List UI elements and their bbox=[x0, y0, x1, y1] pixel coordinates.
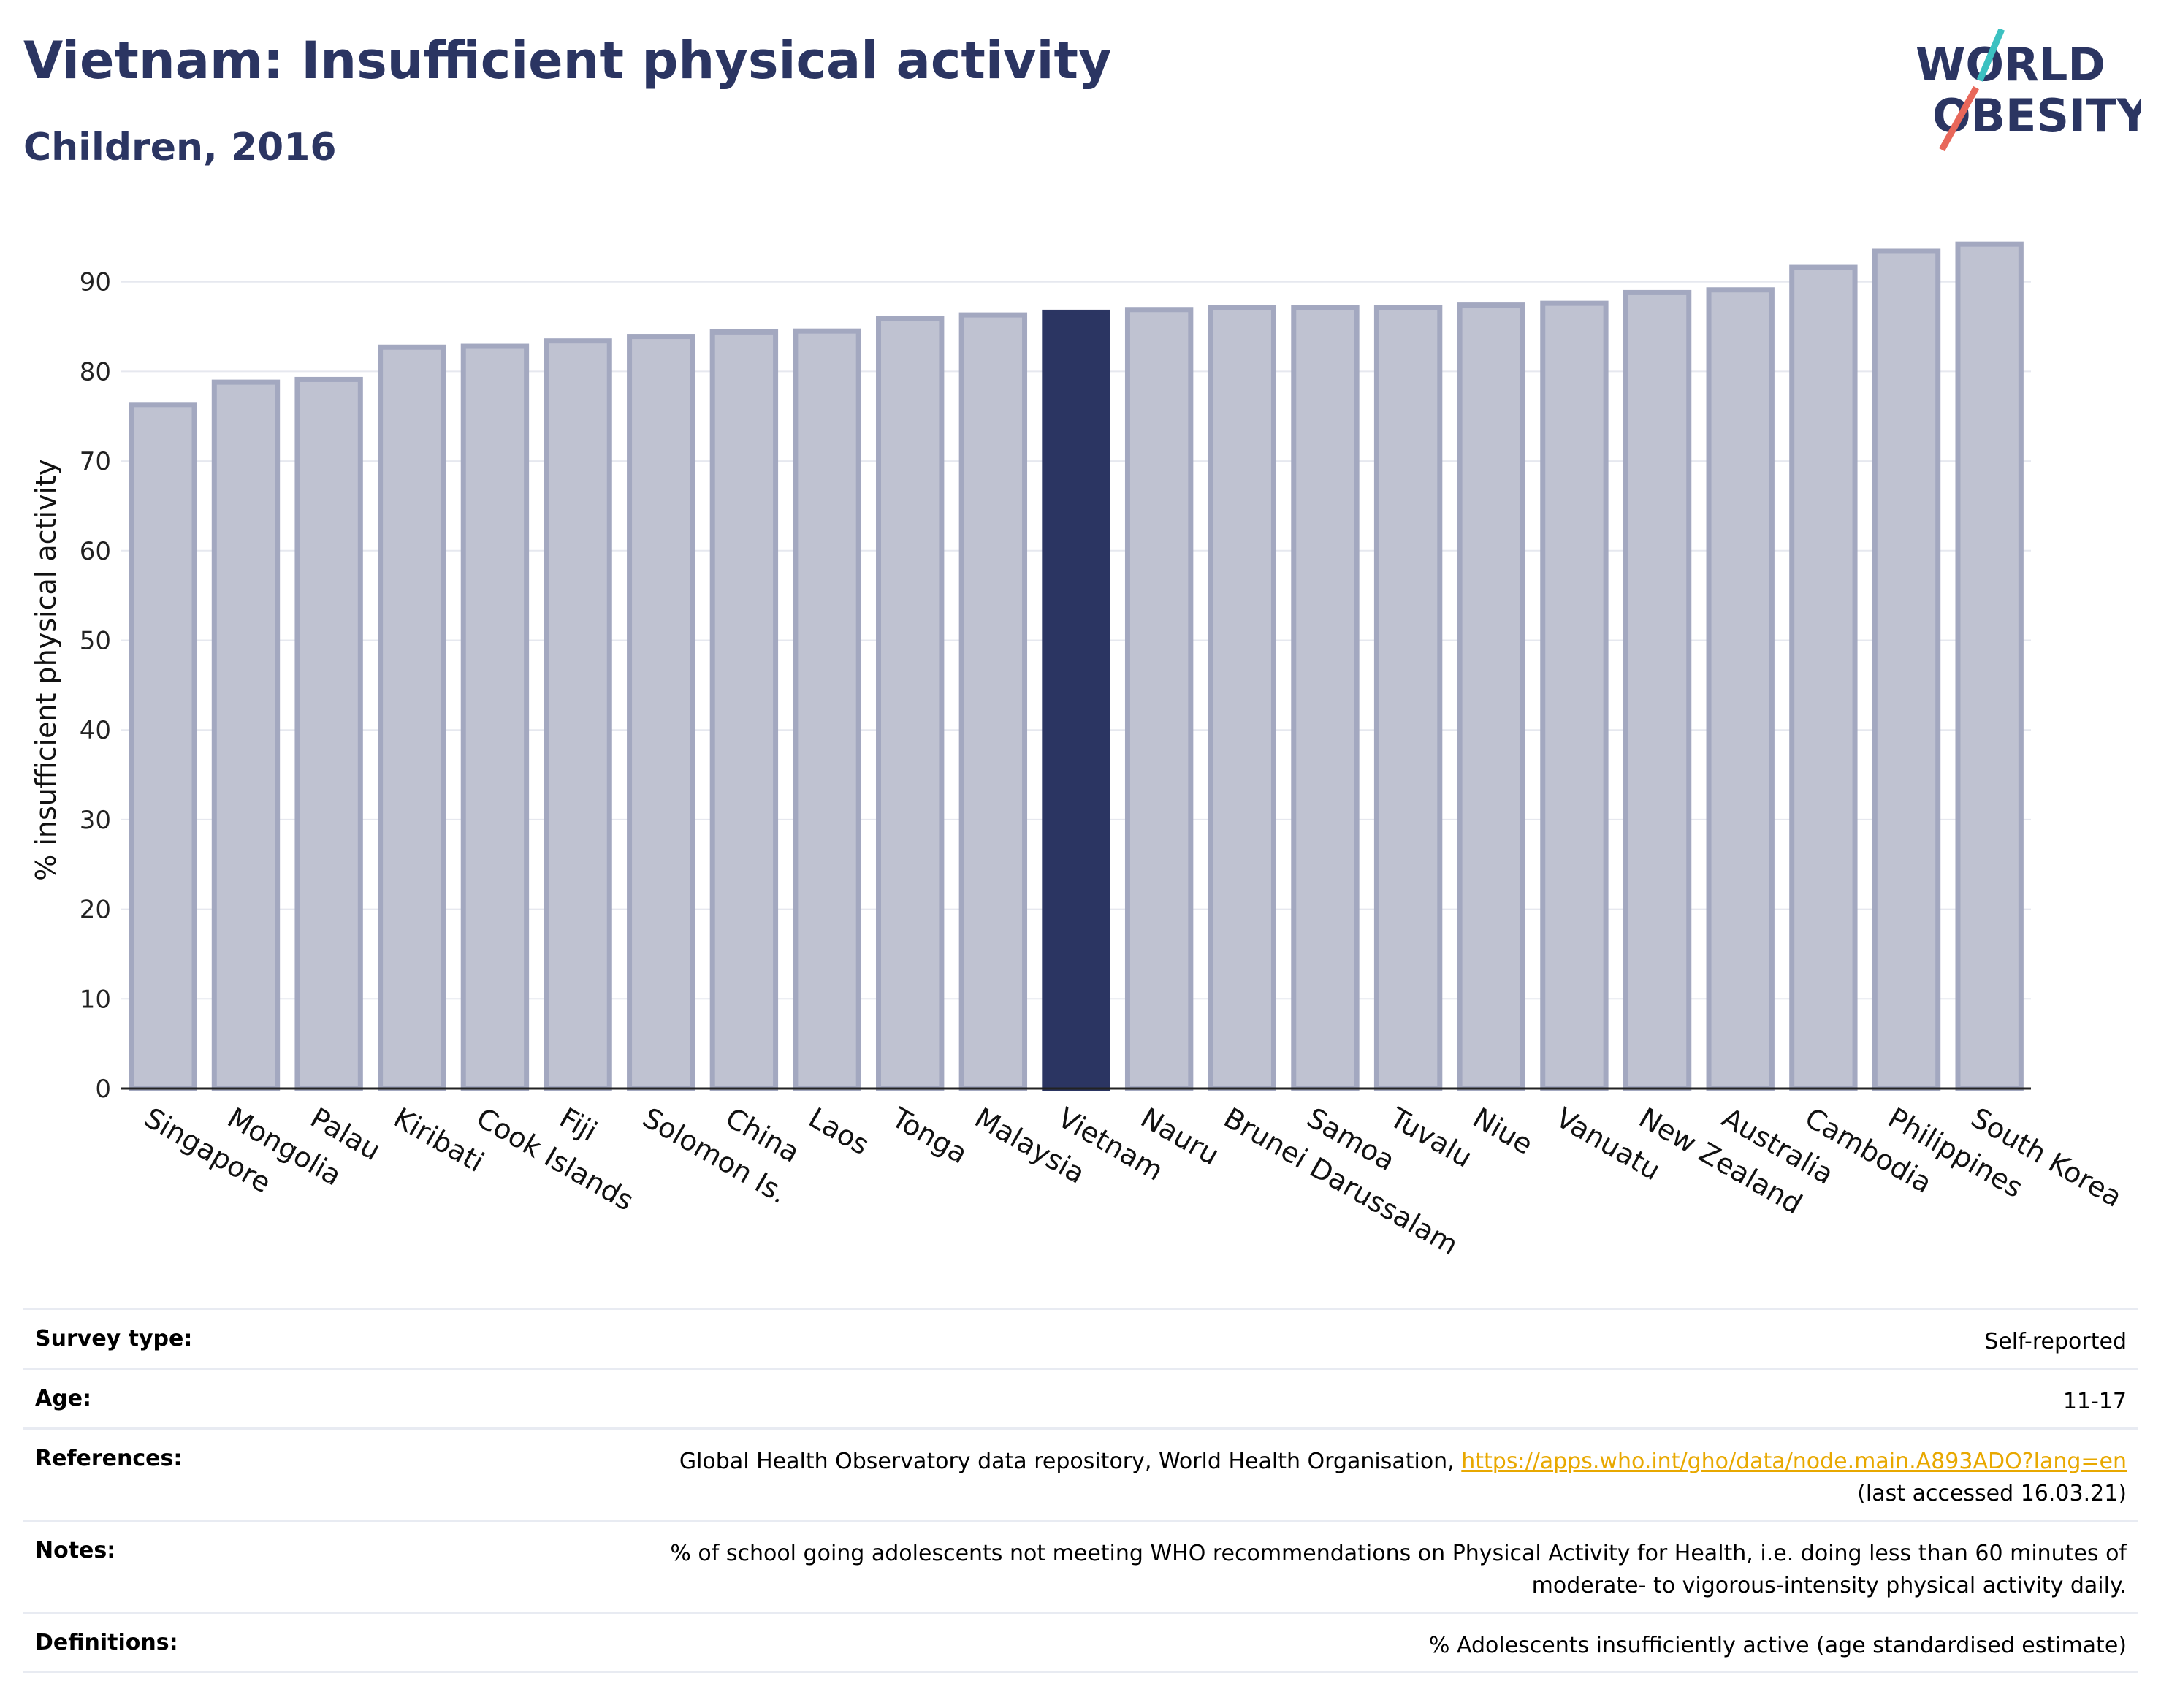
bar-solomon-is- bbox=[627, 334, 695, 1091]
definitions-value: % Adolescents insufficiently active (age… bbox=[1428, 1633, 2127, 1658]
age-label: Age: bbox=[35, 1386, 92, 1411]
y-tick-label: 40 bbox=[80, 716, 111, 745]
bar-singapore bbox=[129, 402, 197, 1091]
bar-philippines bbox=[1872, 248, 1941, 1091]
definitions-label: Definitions: bbox=[35, 1630, 178, 1655]
info-row-definitions: Definitions: % Adolescents insufficientl… bbox=[23, 1612, 2138, 1673]
y-tick-label: 20 bbox=[80, 896, 111, 925]
x-tick-label: Tuvalu bbox=[1384, 1101, 1477, 1174]
logo-line1: WORLD bbox=[1916, 38, 2105, 91]
y-tick-label: 70 bbox=[80, 447, 111, 476]
x-tick-label: Tonga bbox=[885, 1101, 972, 1170]
info-row-references: References: Global Health Observatory da… bbox=[23, 1427, 2138, 1520]
bar-brunei-darussalam bbox=[1208, 305, 1276, 1091]
bar-niue bbox=[1457, 302, 1525, 1091]
bar-australia bbox=[1706, 287, 1775, 1091]
references-text: Global Health Observatory data repositor… bbox=[679, 1449, 1462, 1474]
bar-cambodia bbox=[1789, 264, 1858, 1091]
bar-nauru bbox=[1124, 307, 1194, 1091]
y-tick-label: 0 bbox=[95, 1075, 111, 1104]
bar-samoa bbox=[1291, 305, 1360, 1091]
notes-value: % of school going adolescents not meetin… bbox=[670, 1538, 2127, 1602]
info-row-age: Age: 11-17 bbox=[23, 1368, 2138, 1427]
bar-vietnam bbox=[1042, 309, 1110, 1091]
logo-slash-red bbox=[1939, 85, 1979, 152]
bar-china bbox=[709, 329, 779, 1091]
bar-laos bbox=[793, 328, 861, 1091]
bar-new-zealand bbox=[1623, 289, 1692, 1091]
survey-type-value: Self-reported bbox=[1984, 1329, 2127, 1354]
notes-line2: moderate- to vigorous-intensity physical… bbox=[1531, 1573, 2127, 1598]
y-tick-label: 80 bbox=[80, 357, 111, 386]
x-tick-label: Laos bbox=[804, 1102, 875, 1162]
bar-tonga bbox=[876, 316, 945, 1091]
survey-type-label: Survey type: bbox=[35, 1326, 193, 1351]
references-link[interactable]: https://apps.who.int/gho/data/node.main.… bbox=[1461, 1449, 2127, 1474]
y-tick-label: 30 bbox=[80, 806, 111, 835]
bar-chart: 0 10 20 30 40 50 60 70 80 90 % insufficient physic… bbox=[30, 241, 2127, 1262]
bar-south-korea bbox=[1955, 241, 2024, 1091]
age-value: 11-17 bbox=[2062, 1389, 2127, 1414]
bar-fiji bbox=[544, 338, 612, 1091]
y-tick-label: 60 bbox=[80, 537, 111, 566]
x-tick-label: Cook Islands bbox=[471, 1102, 639, 1217]
world-obesity-logo: WORLD OBESITY bbox=[1916, 29, 2141, 152]
references-accessed: (last accessed 16.03.21) bbox=[1857, 1481, 2127, 1506]
page-title: Vietnam: Insufficient physical activity bbox=[23, 31, 1112, 91]
bar-vanuatu bbox=[1540, 300, 1609, 1091]
page-subtitle: Children, 2016 bbox=[23, 126, 337, 169]
bar-kiribati bbox=[378, 344, 446, 1091]
info-row-survey-type: Survey type: Self-reported bbox=[23, 1308, 2138, 1368]
y-tick-label: 10 bbox=[80, 985, 111, 1014]
y-tick-label: 50 bbox=[80, 627, 111, 656]
info-row-notes: Notes: % of school going adolescents not… bbox=[23, 1520, 2138, 1612]
references-value: Global Health Observatory data repositor… bbox=[679, 1446, 2127, 1510]
bar-palau bbox=[294, 376, 363, 1091]
info-table: Survey type: Self-reported Age: 11-17 Re… bbox=[23, 1308, 2138, 1673]
bar-cook-islands bbox=[460, 343, 530, 1091]
notes-line1: % of school going adolescents not meetin… bbox=[670, 1541, 2127, 1566]
y-axis-label: % insufficient physical activity bbox=[30, 460, 62, 881]
y-tick-label: 90 bbox=[80, 268, 111, 297]
references-label: References: bbox=[35, 1446, 183, 1471]
bar-mongolia bbox=[211, 379, 281, 1091]
bar-tuvalu bbox=[1373, 305, 1443, 1091]
notes-label: Notes: bbox=[35, 1538, 116, 1563]
bar-malaysia bbox=[958, 312, 1028, 1091]
logo-slash-teal bbox=[1976, 29, 2005, 82]
x-tick-label: Kiribati bbox=[388, 1102, 489, 1178]
x-tick-label: Niue bbox=[1468, 1102, 1539, 1161]
x-tick-label: Fiji bbox=[554, 1102, 603, 1148]
